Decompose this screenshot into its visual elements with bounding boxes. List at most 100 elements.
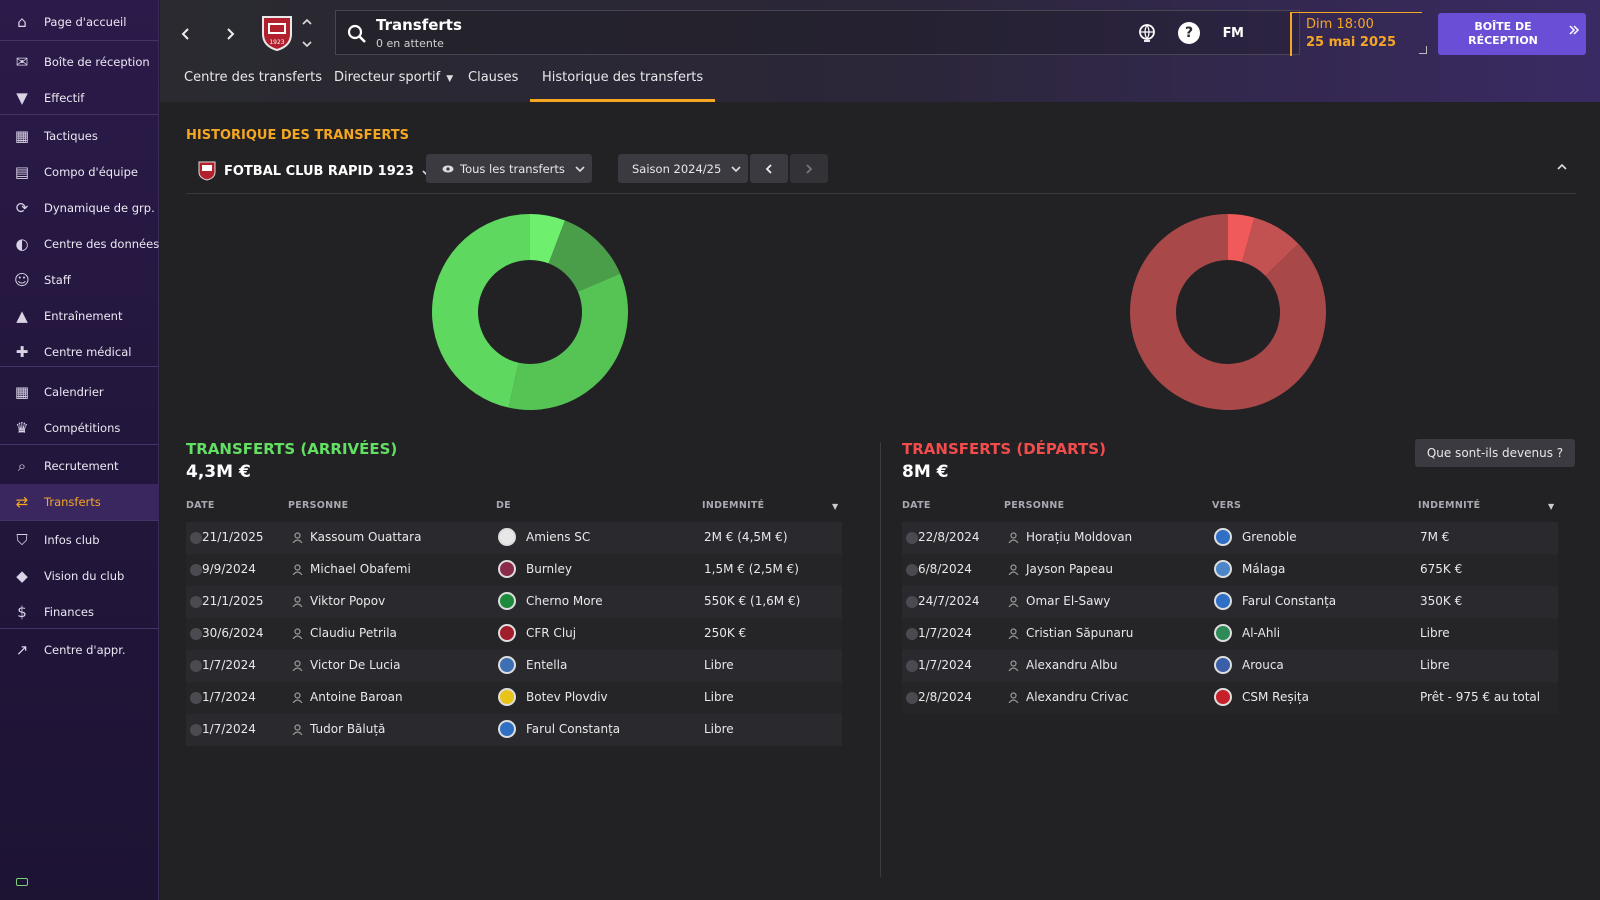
donut-slice-2[interactable]	[1228, 214, 1255, 262]
sidebar-item-clipboard[interactable]: ▤ Compo d'équipe	[0, 154, 159, 190]
row-person[interactable]: Omar El-Sawy	[1026, 594, 1111, 608]
row-club[interactable]: CSM Reșița	[1242, 690, 1309, 704]
collapse-chevron-icon[interactable]	[1554, 160, 1570, 176]
row-club[interactable]: Arouca	[1242, 658, 1284, 672]
tab-director-of-football[interactable]: Directeur sportif ▼	[334, 70, 454, 85]
row-club[interactable]: Amiens SC	[526, 530, 591, 544]
club-badge[interactable]: 1923	[260, 14, 294, 52]
donut-slice-0[interactable]	[1130, 214, 1326, 410]
date-display[interactable]: Dim 18:00 25 mai 2025	[1290, 12, 1422, 56]
sidebar-item-medical[interactable]: ✚ Centre médical	[0, 334, 159, 370]
table-row[interactable]: 6/8/2024 Jayson Papeau Málaga 675K €	[902, 554, 1558, 586]
row-fee: 250K €	[704, 626, 747, 640]
column-header-from[interactable]: DE	[496, 500, 511, 511]
row-club[interactable]: CFR Cluj	[526, 626, 577, 640]
tab-transfer-history[interactable]: Historique des transferts	[530, 70, 716, 102]
row-person[interactable]: Alexandru Albu	[1026, 658, 1118, 672]
row-person[interactable]: Claudiu Petrila	[310, 626, 397, 640]
check-icon	[906, 628, 918, 640]
table-row[interactable]: 21/1/2025 Kassoum Ouattara Amiens SC 2M € (…	[186, 522, 842, 554]
tab-clauses[interactable]: Clauses	[468, 70, 519, 85]
row-person[interactable]: Antoine Baroan	[310, 690, 403, 704]
sidebar-item-training[interactable]: ▲ Entraînement	[0, 298, 159, 334]
row-club[interactable]: Farul Constanța	[526, 722, 621, 736]
table-row[interactable]: 1/7/2024 Tudor Băluță Farul Constanța Libre	[186, 714, 842, 746]
sidebar-item-staff[interactable]: ☺ Staff	[0, 262, 159, 298]
sidebar-item-trophy[interactable]: ♛ Compétitions	[0, 410, 159, 446]
season-dropdown[interactable]: Saison 2024/25	[618, 154, 748, 183]
row-club[interactable]: Al-Ahli	[1242, 626, 1281, 640]
row-person[interactable]: Tudor Băluță	[310, 722, 386, 736]
help-icon[interactable]: ?	[1178, 22, 1200, 44]
table-row[interactable]: 21/1/2025 Viktor Popov Cherno More 550K € (…	[186, 586, 842, 618]
transfer-type-dropdown[interactable]: Tous les transferts	[426, 154, 592, 183]
donut-slice-1[interactable]	[1242, 217, 1299, 276]
sidebar-item-scouting[interactable]: ⌕ Recrutement	[0, 448, 159, 484]
back-arrow-icon[interactable]	[174, 22, 198, 46]
sidebar-item-dynamics[interactable]: ⟳ Dynamique de grp.	[0, 190, 159, 226]
donut-slice-0[interactable]	[432, 214, 530, 408]
row-club[interactable]: Farul Constanța	[1242, 594, 1337, 608]
column-header-to[interactable]: VERS	[1212, 500, 1242, 511]
fm-logo[interactable]: FM	[1222, 25, 1244, 41]
row-person[interactable]: Victor De Lucia	[310, 658, 401, 672]
donut-slice-3[interactable]	[530, 214, 566, 264]
donut-slice-1[interactable]	[508, 273, 628, 410]
person-icon	[1008, 692, 1019, 703]
donut-slice-2[interactable]	[548, 220, 621, 292]
row-club[interactable]: Cherno More	[526, 594, 603, 608]
row-club[interactable]: Entella	[526, 658, 568, 672]
column-header-date[interactable]: DATE	[186, 500, 215, 511]
row-person[interactable]: Cristian Săpunaru	[1026, 626, 1134, 640]
sidebar-item-inbox[interactable]: ✉ Boîte de réception	[0, 44, 159, 80]
column-header-person[interactable]: PERSONNE	[288, 500, 349, 511]
table-row[interactable]: 22/8/2024 Horațiu Moldovan Grenoble 7M €	[902, 522, 1558, 554]
row-person[interactable]: Kassoum Ouattara	[310, 530, 422, 544]
row-person[interactable]: Viktor Popov	[310, 594, 386, 608]
status-indicator-icon[interactable]	[16, 878, 28, 886]
forward-arrow-icon[interactable]	[218, 22, 242, 46]
row-club[interactable]: Grenoble	[1242, 530, 1297, 544]
table-row[interactable]: 1/7/2024 Victor De Lucia Entella Libre	[186, 650, 842, 682]
row-person[interactable]: Jayson Papeau	[1026, 562, 1114, 576]
sidebar-item-vision[interactable]: ◆ Vision du club	[0, 558, 159, 594]
table-row[interactable]: 2/8/2024 Alexandru Crivac CSM Reșița Prêt -…	[902, 682, 1558, 714]
table-row[interactable]: 1/7/2024 Antoine Baroan Botev Plovdiv Libre	[186, 682, 842, 714]
column-header-date[interactable]: DATE	[902, 500, 931, 511]
row-person[interactable]: Horațiu Moldovan	[1026, 530, 1133, 544]
table-row[interactable]: 1/7/2024 Cristian Săpunaru Al-Ahli Libre	[902, 618, 1558, 650]
development-icon: ↗	[15, 641, 29, 659]
club-filter-dropdown[interactable]: FOTBAL CLUB RAPID 1923	[198, 158, 432, 184]
row-club[interactable]: Burnley	[526, 562, 572, 576]
sort-desc-icon[interactable]: ▼	[1548, 502, 1555, 511]
person-icon	[1008, 628, 1019, 639]
sidebar-item-development[interactable]: ↗ Centre d'appr.	[0, 632, 159, 668]
table-row[interactable]: 9/9/2024 Michael Obafemi Burnley 1,5M € (2,…	[186, 554, 842, 586]
sidebar-item-calendar[interactable]: ▦ Calendrier	[0, 374, 159, 410]
sidebar-item-shield[interactable]: ⛉ Infos club	[0, 522, 159, 558]
what-happened-button[interactable]: Que sont-ils devenus ?	[1415, 439, 1575, 467]
row-club[interactable]: Málaga	[1242, 562, 1286, 576]
row-person[interactable]: Alexandru Crivac	[1026, 690, 1129, 704]
sidebar-item-transfers[interactable]: ⇄ Transferts	[0, 484, 159, 520]
sidebar-item-data[interactable]: ◐ Centre des données	[0, 226, 159, 262]
world-icon[interactable]	[1136, 22, 1158, 44]
row-person[interactable]: Michael Obafemi	[310, 562, 411, 576]
previous-season-button[interactable]	[750, 154, 788, 183]
club-switch-arrows[interactable]	[300, 18, 314, 48]
sidebar-item-home[interactable]: ⌂ Page d'accueil	[0, 4, 159, 40]
sort-desc-icon[interactable]: ▼	[832, 502, 839, 511]
inbox-continue-button[interactable]: BOÎTE DE RÉCEPTION	[1438, 13, 1586, 55]
sidebar-item-tactics[interactable]: ▦ Tactiques	[0, 118, 159, 154]
column-header-person[interactable]: PERSONNE	[1004, 500, 1065, 511]
sidebar-item-finances[interactable]: $ Finances	[0, 594, 159, 630]
row-club[interactable]: Botev Plovdiv	[526, 690, 608, 704]
column-header-fee[interactable]: INDEMNITÉ	[702, 500, 765, 511]
table-row[interactable]: 1/7/2024 Alexandru Albu Arouca Libre	[902, 650, 1558, 682]
tab-transfer-centre[interactable]: Centre des transferts	[184, 70, 322, 85]
sidebar-item-shirt[interactable]: ▼ Effectif	[0, 80, 159, 116]
column-header-fee[interactable]: INDEMNITÉ	[1418, 500, 1481, 511]
table-row[interactable]: 24/7/2024 Omar El-Sawy Farul Constanța 350K…	[902, 586, 1558, 618]
table-row[interactable]: 30/6/2024 Claudiu Petrila CFR Cluj 250K €	[186, 618, 842, 650]
next-season-button[interactable]	[790, 154, 828, 183]
